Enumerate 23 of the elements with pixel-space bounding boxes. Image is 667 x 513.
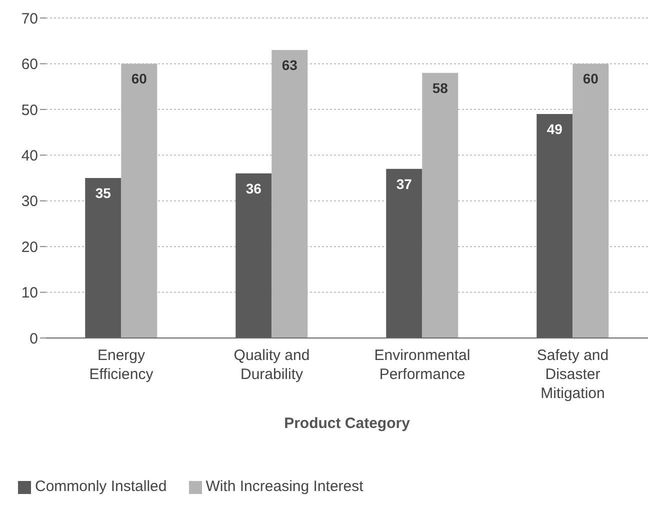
y-tick-label: 0 [30,330,38,348]
legend-label: Commonly Installed [35,478,167,495]
y-tick-label: 50 [21,102,38,119]
x-tick-label: Safety and Disaster Mitigation [536,347,609,402]
data-label: 49 [546,120,563,137]
y-tick-label: 10 [21,284,38,302]
x-axis-title: Product Category [284,415,411,432]
x-tick-label: Quality and Durability [234,347,310,383]
y-tick-label: 30 [21,193,38,210]
y-tick-label: 20 [21,238,38,256]
y-tick-label: 60 [21,56,38,74]
data-label: 60 [131,70,148,87]
x-tick-label: Energy Efficiency [89,347,154,383]
y-tick-label: 40 [21,147,38,164]
data-label: 35 [95,184,112,201]
data-label: 60 [582,70,599,87]
data-label: 58 [432,80,448,96]
x-tick-label: Environmental Performance [374,347,470,383]
data-label: 37 [396,176,412,192]
legend-label: With Increasing Interest [206,478,364,495]
y-tick-label: 70 [21,10,38,28]
data-label: 36 [246,180,262,196]
data-label: 63 [282,56,298,73]
